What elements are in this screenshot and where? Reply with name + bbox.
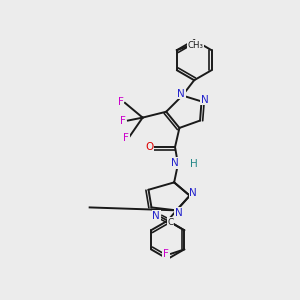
Text: N: N xyxy=(171,158,178,168)
Text: N: N xyxy=(177,89,185,99)
Text: N: N xyxy=(152,211,160,221)
Text: O: O xyxy=(145,142,154,152)
Text: F: F xyxy=(123,133,129,143)
Text: C: C xyxy=(168,218,174,227)
Text: F: F xyxy=(120,116,126,126)
Text: F: F xyxy=(118,97,124,107)
Text: N: N xyxy=(201,94,208,105)
Text: F: F xyxy=(163,249,169,260)
Text: N: N xyxy=(189,188,197,198)
Text: N: N xyxy=(175,208,183,218)
Text: H: H xyxy=(190,159,198,169)
Text: CH₃: CH₃ xyxy=(188,41,204,50)
